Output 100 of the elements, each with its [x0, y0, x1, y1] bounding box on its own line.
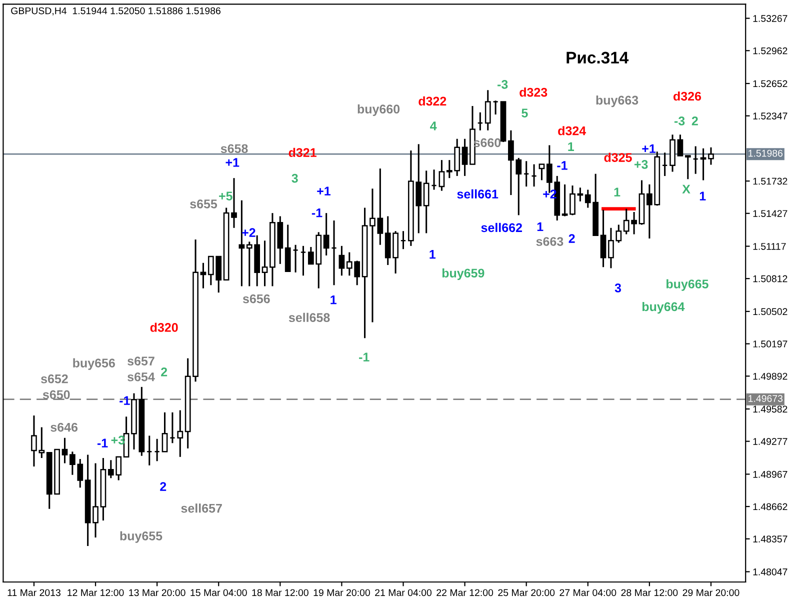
x-tick-label: 13 Mar 20:00	[129, 589, 186, 596]
candlestick	[570, 184, 576, 216]
annotation: 2	[692, 116, 698, 126]
annotation: 2	[568, 234, 575, 243]
x-tick-label: 25 Mar 20:00	[498, 589, 555, 596]
annotation: -1	[312, 208, 322, 218]
candlestick	[331, 220, 337, 286]
annotation: d325	[604, 152, 632, 162]
annotation: buy659	[442, 268, 484, 280]
annotation: 5	[522, 108, 528, 118]
candlestick	[292, 244, 298, 274]
annotation: +1	[226, 158, 240, 167]
candlestick	[462, 138, 468, 177]
candlestick	[162, 412, 168, 452]
y-tick-label: 1.50812	[753, 275, 788, 282]
annotation: -3	[674, 116, 685, 126]
y-tick-label: 1.52652	[753, 80, 788, 88]
candlestick	[123, 416, 130, 458]
x-tick-label: 22 Mar 12:00	[436, 589, 494, 596]
y-tick-label: 1.51117	[753, 243, 786, 250]
annotation: 2	[160, 482, 166, 491]
candlestick	[323, 212, 330, 256]
annotation: s663	[536, 237, 564, 246]
annotation: s650	[42, 390, 70, 400]
candlestick	[484, 89, 491, 132]
x-tick-label: 12 Mar 12:00	[68, 589, 124, 596]
annotation: buy655	[120, 531, 162, 543]
annotation: s646	[50, 422, 78, 432]
candlestick	[684, 155, 691, 180]
y-tick-label: 1.51427	[753, 210, 788, 217]
annotation: -1	[359, 352, 370, 362]
annotation: d320	[150, 322, 178, 332]
candlestick	[662, 152, 668, 177]
y-tick-label: 1.50502	[753, 308, 788, 316]
y-tick-label: 1.49892	[753, 372, 788, 380]
annotation: buy664	[642, 302, 685, 314]
candlestick	[692, 146, 699, 175]
annotation: buy656	[73, 358, 115, 370]
x-tick-label: 15 Mar 04:00	[190, 589, 247, 596]
y-tick-label: 1.50197	[753, 340, 788, 348]
candlestick	[154, 438, 160, 462]
candlestick	[177, 409, 184, 458]
text: Рис.314	[566, 52, 629, 64]
y-tick-label: 1.52962	[753, 47, 788, 54]
annotation: s656	[242, 294, 270, 304]
annotation: 1	[537, 222, 544, 231]
chart-title: GBPUSD,H4 1.51944 1.52050 1.51886 1.51986	[11, 7, 220, 16]
candlestick	[400, 230, 406, 250]
y-tick-label: 1.51732	[753, 178, 788, 185]
x-tick-label: 11 Mar 2013	[8, 589, 60, 596]
y-tick-label: 1.49277	[753, 438, 788, 445]
candlestick	[300, 245, 306, 276]
x-tick-label: 21 Mar 04:00	[375, 589, 432, 596]
y-tick-label: 1.49582	[753, 406, 788, 413]
y-tick-label: 1.53267	[753, 15, 788, 22]
candlestick	[708, 146, 714, 166]
annotation: -3	[498, 80, 508, 89]
candlestick	[284, 224, 291, 272]
annotation: -1	[557, 161, 568, 170]
annotation: d323	[520, 88, 548, 97]
candlestick	[562, 184, 568, 217]
candlestick	[170, 412, 176, 444]
annotation: sell657	[181, 504, 222, 513]
ref-line-label: 1.49673	[748, 395, 783, 402]
candlestick	[438, 159, 445, 192]
annotation: buy663	[596, 95, 638, 108]
annotation: d324	[558, 126, 586, 136]
candlestick	[338, 245, 345, 276]
candlestick	[200, 262, 206, 290]
annotation: 1	[614, 188, 620, 196]
candlestick	[600, 209, 606, 268]
candlestick	[231, 177, 237, 229]
annotation: 4	[430, 122, 437, 130]
annotation: d326	[673, 91, 702, 101]
candlestick	[62, 437, 68, 464]
y-tick-label: 1.48662	[753, 503, 788, 510]
annotation: s652	[40, 374, 68, 384]
annotation: s654	[128, 372, 155, 382]
annotation: +5	[219, 192, 232, 200]
candlestick	[577, 186, 584, 202]
y-tick-label: 1.48047	[753, 568, 788, 576]
annotation: 1	[568, 142, 574, 151]
annotation: sell662	[481, 222, 522, 232]
annotation: buy665	[666, 279, 708, 291]
annotation: sell658	[288, 312, 330, 322]
annotation: 3	[614, 284, 622, 292]
x-tick-label: 18 Mar 12:00	[252, 589, 308, 596]
annotation: 1	[430, 250, 436, 259]
annotation: -1	[120, 396, 130, 405]
annotation: s655	[190, 200, 218, 208]
annotation: s658	[220, 144, 248, 154]
annotation: +1	[642, 144, 656, 153]
y-tick-label: 1.48967	[753, 470, 788, 478]
candlestick	[492, 100, 498, 116]
annotation: X	[682, 184, 690, 194]
annotation: sell661	[457, 189, 498, 198]
y-tick-label: 1.52347	[753, 112, 788, 120]
y-tick-label: 1.48357	[753, 536, 788, 542]
ref-line-label: 1.51986	[748, 150, 783, 157]
candlestick	[431, 168, 437, 190]
